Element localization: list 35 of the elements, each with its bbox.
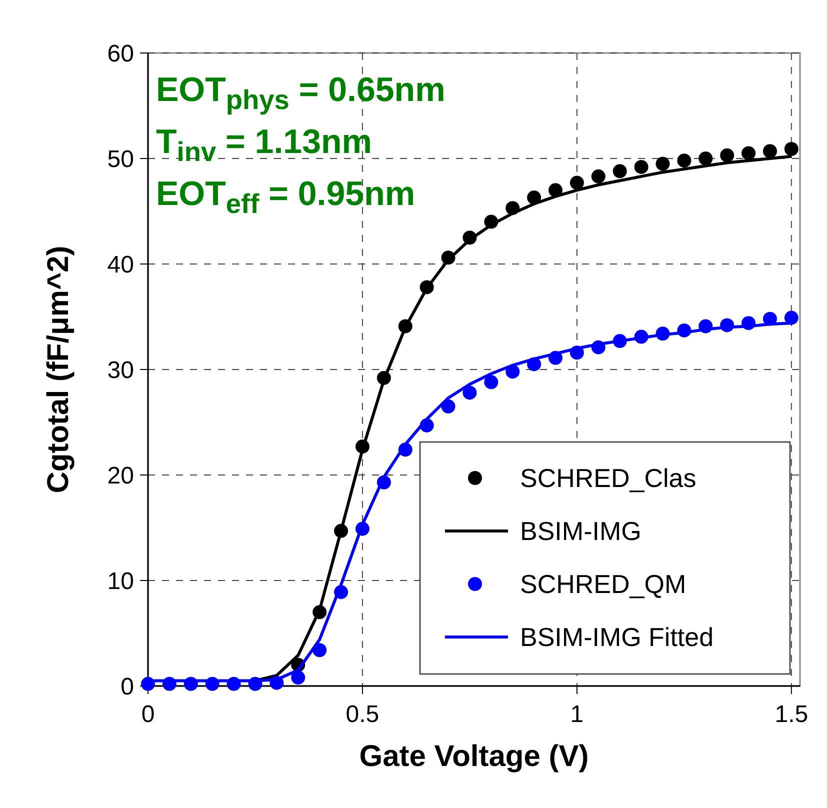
point bbox=[291, 670, 306, 685]
point bbox=[784, 310, 798, 325]
point bbox=[591, 169, 606, 184]
y-axis-title: Cgtotal (fF/μm^2) bbox=[42, 246, 75, 494]
point bbox=[462, 386, 477, 400]
legend-label: SCHRED_Clas bbox=[520, 463, 696, 494]
point bbox=[484, 375, 498, 390]
x-tick-label: 0.5 bbox=[346, 701, 380, 728]
y-tick-label: 50 bbox=[107, 146, 134, 173]
point bbox=[762, 144, 777, 158]
point bbox=[570, 176, 584, 190]
y-tick-label: 60 bbox=[107, 40, 134, 68]
annotation: T$_{inv}$ = 1.13nm bbox=[156, 123, 372, 168]
annotation: EOT$_{phys}$ = 0.65nm bbox=[156, 71, 446, 116]
y-tick-label: 10 bbox=[107, 568, 134, 595]
y-tick-label: 40 bbox=[107, 251, 134, 278]
point bbox=[612, 164, 627, 178]
point bbox=[720, 148, 734, 162]
point bbox=[742, 146, 756, 160]
x-axis-title: Gate Voltage (V) bbox=[359, 740, 589, 773]
x-tick-label: 1 bbox=[570, 701, 584, 728]
legend-label: SCHRED_QM bbox=[520, 569, 686, 600]
point bbox=[784, 142, 798, 156]
point bbox=[677, 154, 692, 168]
legend-label: BSIM-IMG Fitted bbox=[520, 622, 714, 652]
y-tick-label: 20 bbox=[107, 462, 134, 490]
y-tick-label: 30 bbox=[107, 356, 134, 384]
y-tick-label: 0 bbox=[120, 673, 134, 700]
point bbox=[698, 152, 713, 166]
legend-label: BSIM-IMG bbox=[520, 516, 642, 546]
annotation: EOT$_{eff}$ = 0.95nm bbox=[156, 175, 416, 220]
point bbox=[634, 160, 648, 174]
x-tick-label: 1.5 bbox=[774, 701, 808, 728]
point bbox=[656, 156, 670, 171]
x-tick-label: 0 bbox=[141, 701, 155, 728]
